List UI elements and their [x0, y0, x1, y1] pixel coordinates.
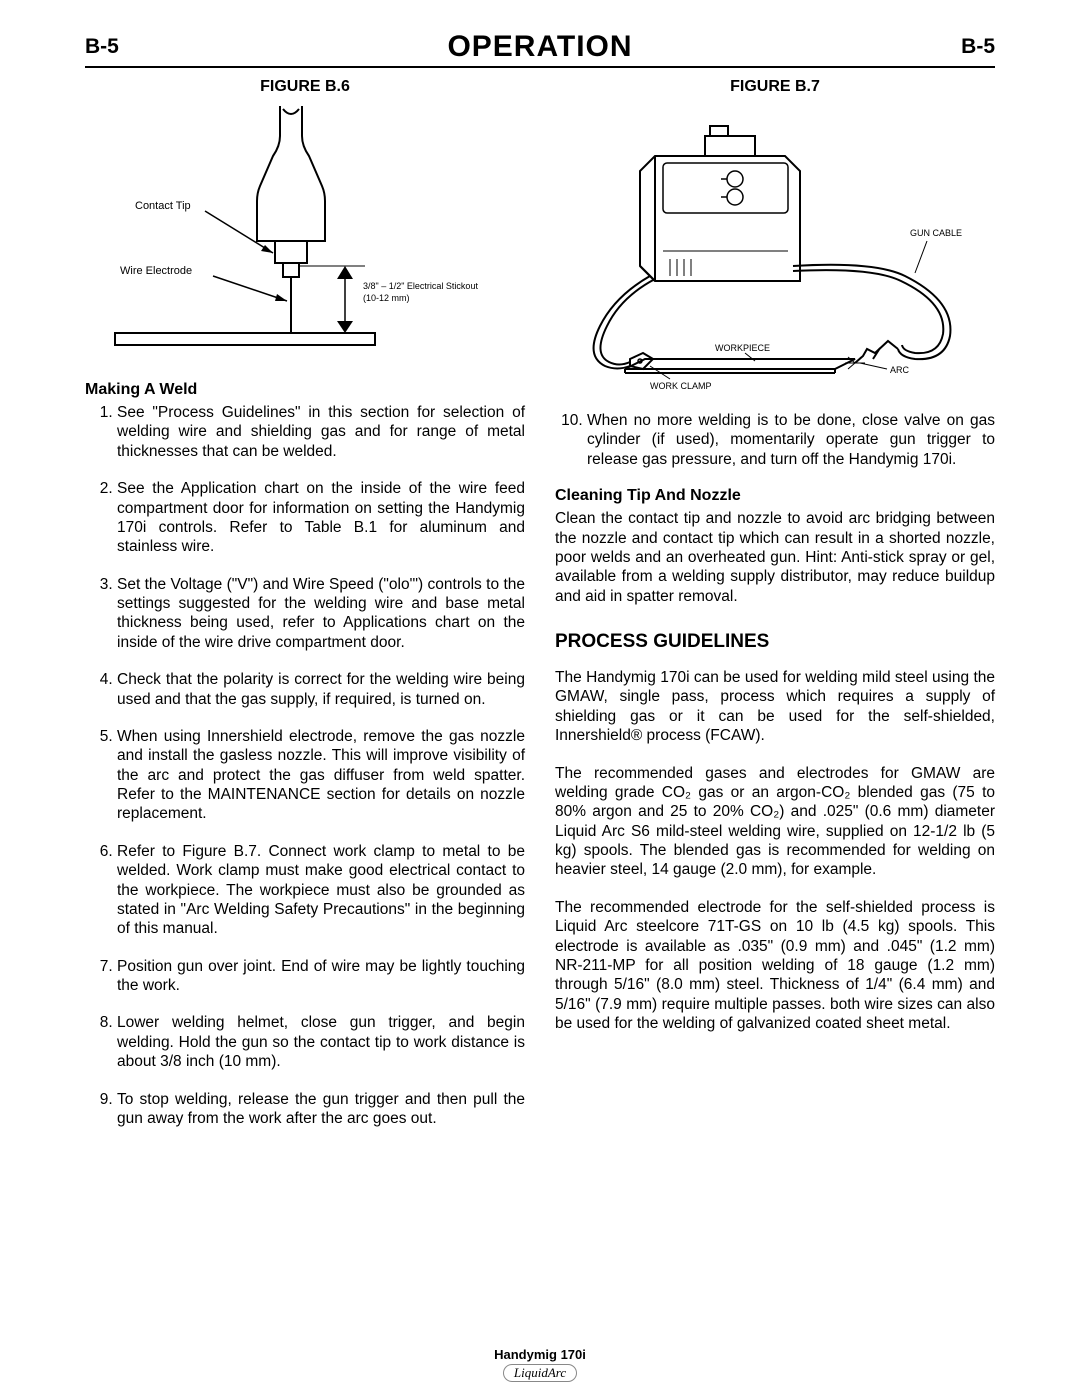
page-number-right: B-5 [961, 35, 995, 59]
content-columns: FIGURE B.6 Contact Tip Wire Electrode [85, 78, 995, 1146]
page-footer: Handymig 170i LiquidArc [0, 1347, 1080, 1382]
label-stickout-2: (10-12 mm) [363, 293, 410, 303]
page-number-left: B-5 [85, 35, 119, 59]
process-p2: The recommended gases and electrodes for… [555, 764, 995, 880]
footer-brand-logo: LiquidArc [503, 1364, 577, 1382]
step-4: Check that the polarity is correct for t… [117, 670, 525, 709]
step-8: Lower welding helmet, close gun trigger,… [117, 1013, 525, 1071]
figure-b7-caption: FIGURE B.7 [555, 78, 995, 96]
step-5: When using Innershield electrode, remove… [117, 727, 525, 824]
cleaning-body: Clean the contact tip and nozzle to avoi… [555, 509, 995, 606]
process-p1: The Handymig 170i can be used for weldin… [555, 668, 995, 746]
figure-b6-diagram: Contact Tip Wire Electrode 3/8" – 1/2" E… [105, 101, 505, 361]
footer-product: Handymig 170i [0, 1347, 1080, 1362]
figure-b6: FIGURE B.6 Contact Tip Wire Electrode [85, 78, 525, 361]
step-3: Set the Voltage ("V") and Wire Speed ("o… [117, 575, 525, 653]
step-10: When no more welding is to be done, clos… [587, 411, 995, 469]
section-title: OPERATION [447, 30, 632, 64]
process-guidelines-heading: PROCESS GUIDELINES [555, 631, 995, 653]
page-header: B-5 OPERATION B-5 [85, 30, 995, 68]
cleaning-heading: Cleaning Tip And Nozzle [555, 487, 995, 505]
figure-b7: FIGURE B.7 [555, 78, 995, 391]
step-7: Position gun over joint. End of wire may… [117, 957, 525, 996]
label-contact-tip: Contact Tip [135, 200, 191, 212]
making-weld-steps: See "Process Guidelines" in this section… [85, 403, 525, 1128]
steps-continued: When no more welding is to be done, clos… [555, 411, 995, 469]
figure-b7-diagram: GUN CABLE WORKPIECE ARC WORK CLAMP [555, 101, 995, 391]
step-6: Refer to Figure B.7. Connect work clamp … [117, 842, 525, 939]
left-column: FIGURE B.6 Contact Tip Wire Electrode [85, 78, 525, 1146]
step-9: To stop welding, release the gun trigger… [117, 1090, 525, 1129]
label-work-clamp: WORK CLAMP [650, 381, 712, 391]
label-gun-cable: GUN CABLE [910, 228, 962, 238]
label-wire-electrode: Wire Electrode [120, 265, 192, 277]
label-stickout-1: 3/8" – 1/2" Electrical Stickout [363, 281, 478, 291]
label-workpiece: WORKPIECE [715, 343, 770, 353]
figure-b6-caption: FIGURE B.6 [85, 78, 525, 96]
process-p3: The recommended electrode for the self-s… [555, 898, 995, 1034]
label-arc: ARC [890, 365, 910, 375]
step-1: See "Process Guidelines" in this section… [117, 403, 525, 461]
step-2: See the Application chart on the inside … [117, 479, 525, 557]
right-column: FIGURE B.7 [555, 78, 995, 1146]
making-weld-heading: Making A Weld [85, 381, 525, 399]
